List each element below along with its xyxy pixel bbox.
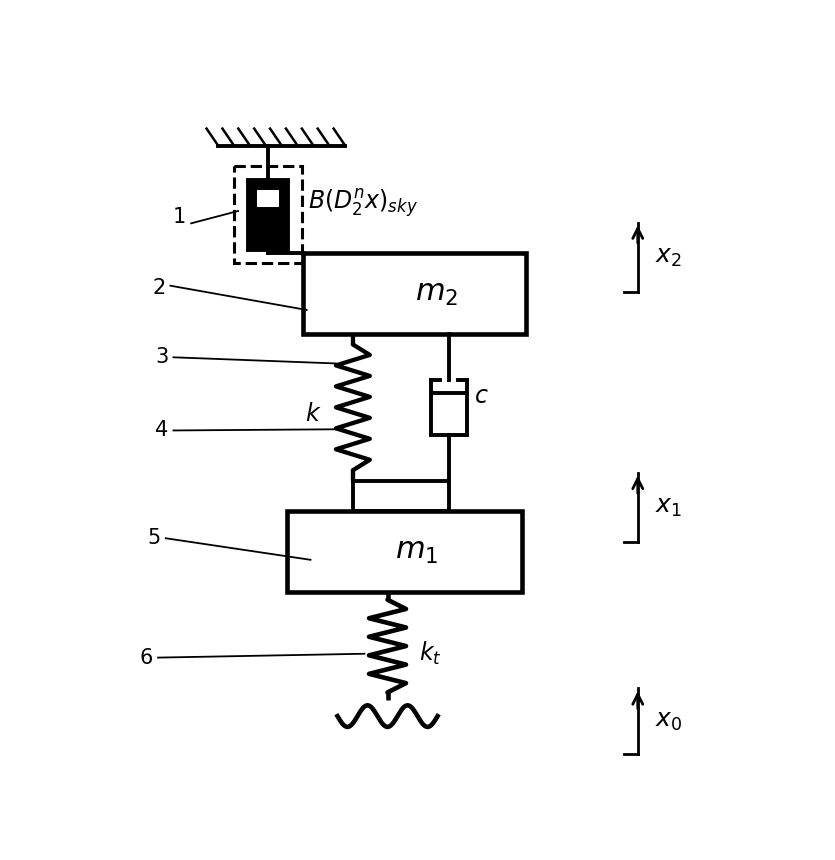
Text: 6: 6 (139, 648, 153, 667)
Text: $m_1$: $m_1$ (395, 538, 438, 566)
Bar (303, 254, 526, 335)
Text: 4: 4 (155, 421, 169, 440)
Text: $m_2$: $m_2$ (415, 280, 458, 308)
Text: $c$: $c$ (474, 384, 488, 408)
Text: 2: 2 (152, 278, 165, 298)
Bar (287, 512, 522, 593)
Text: $k_t$: $k_t$ (418, 640, 441, 667)
Bar (248, 181, 288, 249)
Text: $x_2$: $x_2$ (655, 245, 681, 269)
Text: 3: 3 (155, 347, 169, 367)
Text: $x_0$: $x_0$ (655, 710, 682, 733)
Text: $B(D_2^n x)_{sky}$: $B(D_2^n x)_{sky}$ (308, 187, 418, 219)
Text: $x_1$: $x_1$ (655, 495, 681, 519)
Bar (256, 188, 281, 208)
Text: $k$: $k$ (305, 402, 321, 426)
Text: 5: 5 (148, 528, 161, 549)
Text: 1: 1 (173, 207, 186, 227)
Bar (235, 166, 302, 263)
